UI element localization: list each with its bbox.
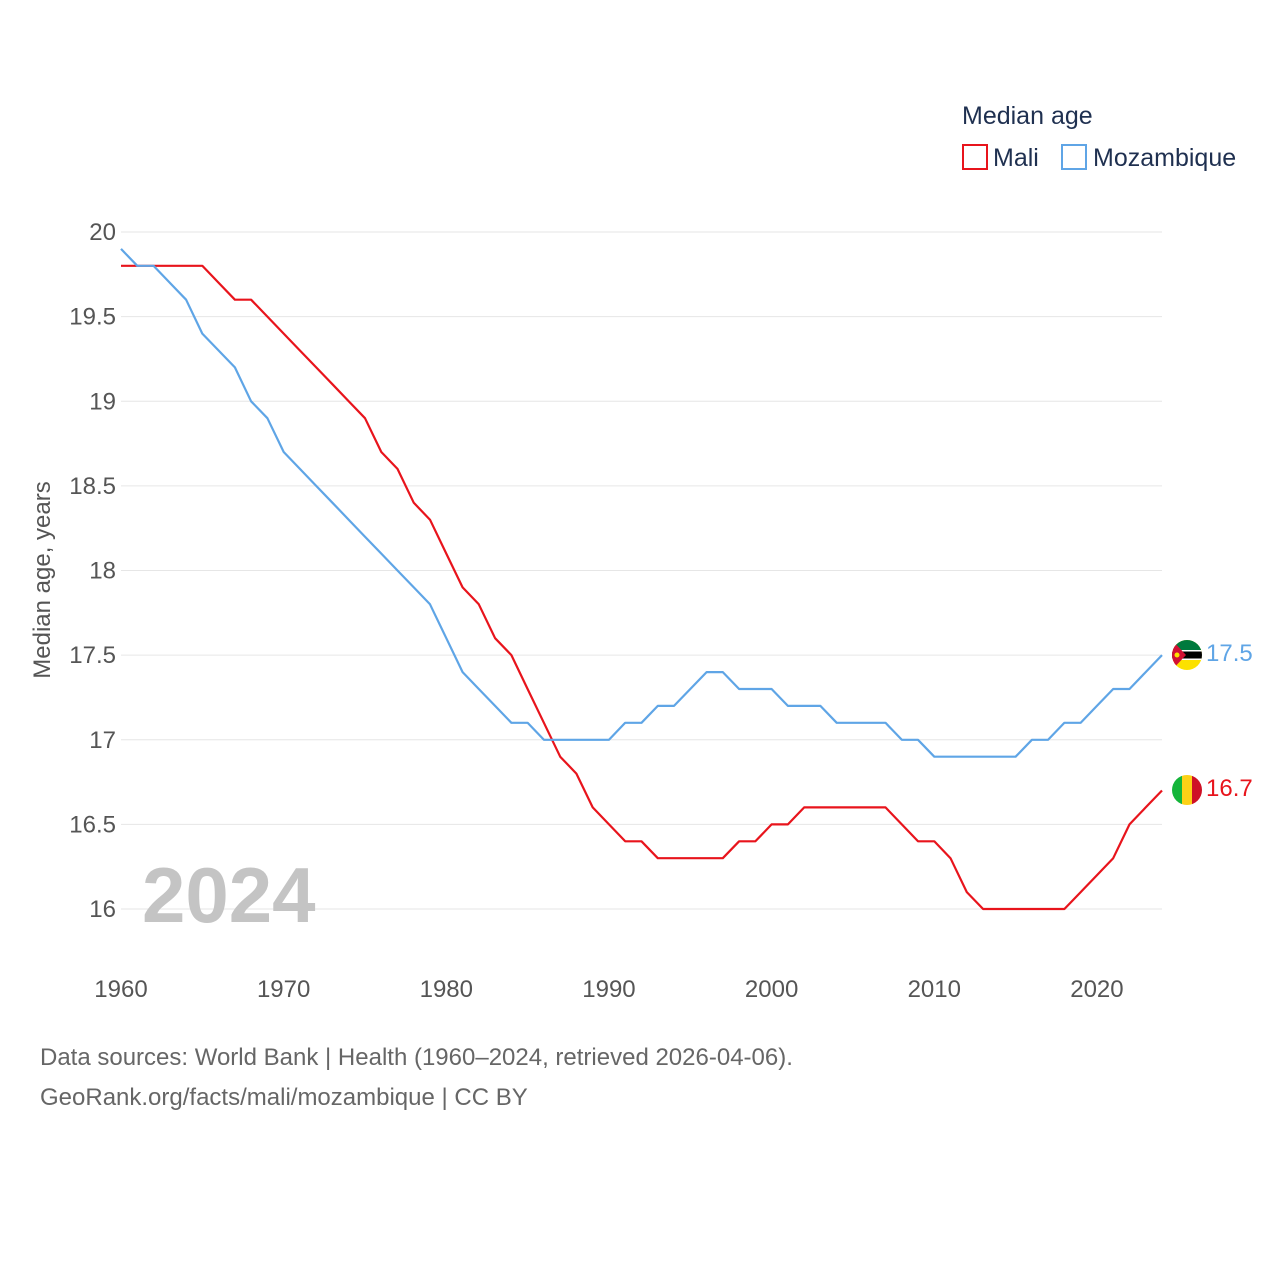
x-tick-label: 1990 <box>582 976 635 1003</box>
year-watermark: 2024 <box>142 851 316 939</box>
line-chart: Median age Mali Mozambique 1616.51717.51… <box>29 102 1253 1003</box>
y-tick-label: 17.5 <box>69 642 116 669</box>
y-tick-label: 18.5 <box>69 473 116 500</box>
y-axis-ticks: 16 16.5 17 17.5 18 18.5 19 19.5 20 <box>69 219 116 923</box>
series-lines <box>120 248 1163 911</box>
series-line-mali[interactable] <box>121 264 1163 911</box>
legend-label-mali[interactable]: Mali <box>993 144 1039 172</box>
mozambique-flag-icon <box>1172 640 1202 670</box>
gridlines <box>121 231 1162 910</box>
y-tick-label: 17 <box>89 727 116 754</box>
footer-sources: Data sources: World Bank | Health (1960–… <box>40 1044 793 1071</box>
y-tick-label: 16 <box>89 896 116 923</box>
y-tick-label: 18 <box>89 558 116 585</box>
y-tick-label: 16.5 <box>69 811 116 838</box>
x-tick-label: 1980 <box>420 976 473 1003</box>
legend-label-mozambique[interactable]: Mozambique <box>1093 144 1236 172</box>
x-axis-ticks: 1960 1970 1980 1990 2000 2010 2020 <box>94 976 1123 1003</box>
y-tick-label: 19.5 <box>69 304 116 331</box>
end-label-mozambique: 17.5 <box>1206 640 1253 667</box>
y-tick-label: 19 <box>89 388 116 415</box>
legend: Median age Mali Mozambique <box>962 102 1236 172</box>
series-line-mozambique[interactable] <box>120 248 1163 758</box>
mali-flag-icon <box>1172 775 1202 805</box>
y-axis-title: Median age, years <box>29 481 56 678</box>
x-tick-label: 2000 <box>745 976 798 1003</box>
legend-swatch-mozambique[interactable] <box>1061 144 1087 170</box>
y-tick-label: 20 <box>89 219 116 246</box>
x-tick-label: 2020 <box>1070 976 1123 1003</box>
footer-attribution[interactable]: GeoRank.org/facts/mali/mozambique | CC B… <box>40 1084 528 1111</box>
legend-swatch-mali[interactable] <box>962 144 988 170</box>
legend-title: Median age <box>962 102 1093 130</box>
end-label-mali: 16.7 <box>1206 775 1253 802</box>
x-tick-label: 1970 <box>257 976 310 1003</box>
x-tick-label: 2010 <box>908 976 961 1003</box>
x-tick-label: 1960 <box>94 976 147 1003</box>
